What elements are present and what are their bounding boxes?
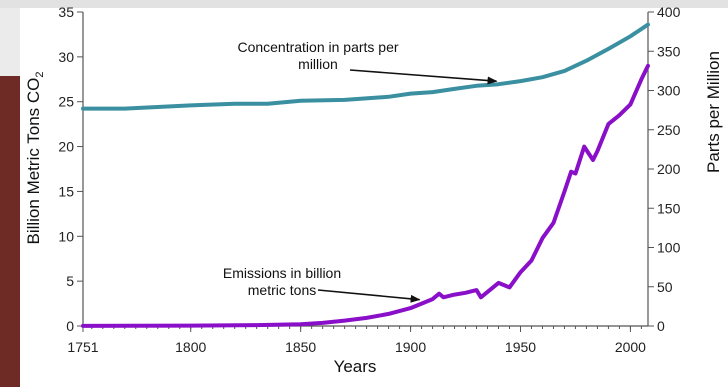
x-axis-title: Years (334, 357, 377, 376)
x-tick-label: 1850 (285, 339, 316, 355)
left-y-tick-label: 15 (58, 183, 74, 199)
annotation-text: metric tons (248, 282, 316, 298)
left-axis-title-main: Billion Metric Tons CO (24, 78, 43, 245)
concentration-series-line (81, 22, 650, 111)
left-y-tick-label: 35 (58, 4, 74, 20)
annotation-text: Emissions in billion (223, 265, 341, 281)
x-tick-label: 1950 (505, 339, 536, 355)
left-y-tick-label: 20 (58, 139, 74, 155)
annotation-text: million (298, 56, 338, 72)
right-y-tick-label: 150 (657, 200, 681, 216)
right-y-tick-label: 100 (657, 240, 681, 256)
annotation-text: Concentration in parts per (237, 39, 398, 55)
left-y-tick-label: 0 (66, 318, 74, 334)
right-y-tick-label: 50 (657, 279, 673, 295)
left-axis-title: Billion Metric Tons CO2 (24, 71, 46, 244)
axes: 1751 1800 1850 1900 1950 20000510152025303505… (58, 4, 680, 355)
right-y-tick-label: 250 (657, 122, 681, 138)
x-tick-label: 1800 (175, 339, 206, 355)
x-tick-label: 1751 (67, 339, 98, 355)
x-tick-label: 2000 (615, 339, 646, 355)
right-y-tick-label: 400 (657, 4, 681, 20)
left-axis-title-subscript: 2 (34, 71, 46, 77)
left-y-tick-label: 25 (58, 94, 74, 110)
right-y-tick-label: 0 (657, 318, 665, 334)
x-tick-label: 1900 (395, 339, 426, 355)
left-y-tick-label: 5 (66, 273, 74, 289)
right-y-tick-label: 300 (657, 83, 681, 99)
annotation-arrow (317, 289, 421, 303)
left-accent-bar (0, 76, 20, 387)
right-axis-title: Parts per Million (704, 51, 723, 173)
left-y-tick-label: 10 (58, 228, 74, 244)
right-y-tick-label: 350 (657, 43, 681, 59)
emissions-series-line (81, 63, 650, 328)
right-y-tick-label: 200 (657, 161, 681, 177)
left-y-tick-label: 30 (58, 49, 74, 65)
annotation-arrow (349, 69, 498, 85)
top-band (0, 0, 728, 8)
series-layer (81, 22, 650, 328)
